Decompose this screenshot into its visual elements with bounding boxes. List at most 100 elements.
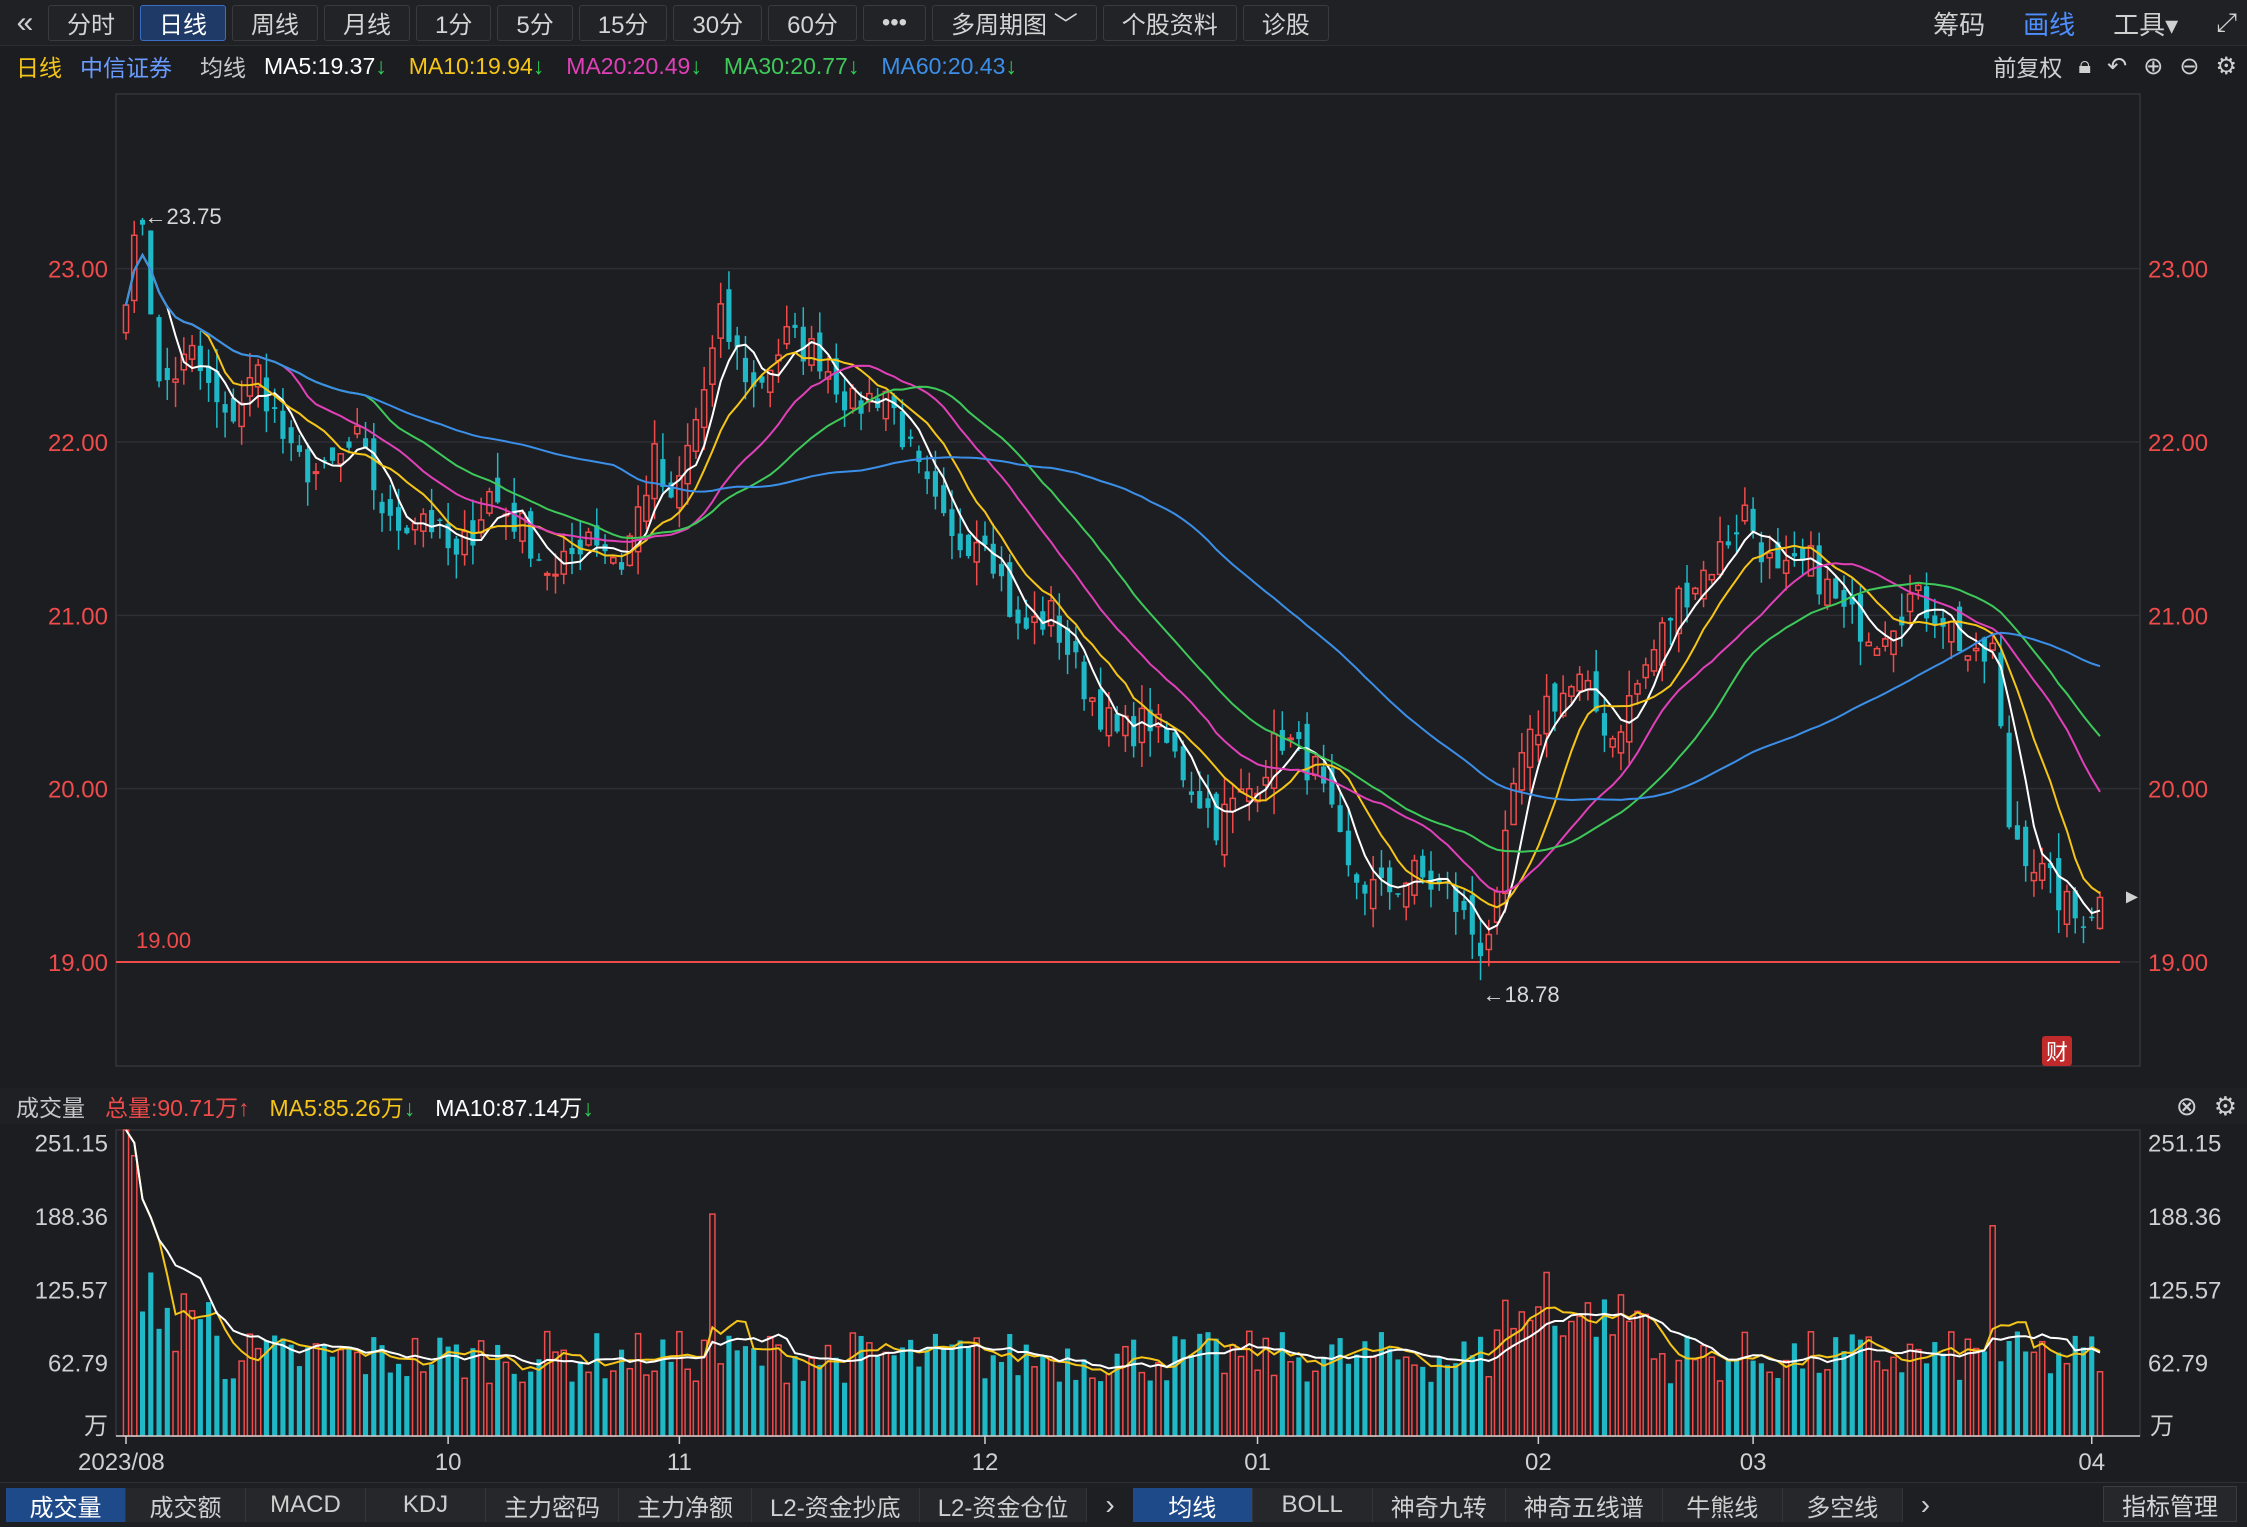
indicator-tab-2[interactable]: MACD <box>246 1488 366 1522</box>
volume-bar <box>949 1344 955 1436</box>
overlay-tab-0[interactable]: 均线 <box>1132 1488 1253 1522</box>
undo-icon[interactable]: ↶ <box>2107 52 2128 80</box>
indicator-tab-4[interactable]: 主力密码 <box>486 1488 619 1522</box>
candle-body <box>1824 578 1831 606</box>
candle-body <box>1800 547 1806 561</box>
volume-bar <box>1287 1361 1294 1437</box>
gear-icon[interactable]: ⚙ <box>2215 52 2237 80</box>
indicator-tab-5[interactable]: 主力净额 <box>619 1488 752 1522</box>
indicator-tab-6[interactable]: L2-资金抄底 <box>752 1488 920 1522</box>
candle-body <box>1395 893 1401 895</box>
stock-name[interactable]: 中信证券 <box>80 55 172 81</box>
indicator-tab-0[interactable]: 成交量 <box>6 1488 126 1522</box>
volume-bar <box>511 1373 517 1436</box>
toolbar-right: 筹码 画线 工具▾ ⤢ <box>1933 0 2247 46</box>
period-tab-9[interactable]: ••• <box>862 4 927 41</box>
candle-body <box>982 535 988 545</box>
volume-bar <box>792 1356 798 1436</box>
volume-bar <box>552 1351 559 1437</box>
overlay-tab-1[interactable]: BOLL <box>1252 1488 1373 1522</box>
ma-line-ma20 <box>125 252 2101 893</box>
overlay-tab-2[interactable]: 神奇九转 <box>1372 1488 1506 1522</box>
volume-bar <box>808 1357 815 1437</box>
volume-bar <box>1254 1369 1261 1437</box>
lock-icon[interactable]: 🔒︎ <box>2078 52 2092 79</box>
ma-value-3: MA30:20.77↓ <box>723 52 860 79</box>
period-tab-6[interactable]: 15分 <box>578 4 668 41</box>
period-tab-1[interactable]: 日线 <box>140 4 226 41</box>
x-axis-label: 04 <box>2078 1449 2105 1476</box>
volume-bar <box>172 1350 179 1437</box>
volume-bar <box>1469 1355 1475 1436</box>
volume-bar <box>569 1381 575 1436</box>
period-tab-0[interactable]: 分时 <box>48 4 134 41</box>
candle-body <box>1650 648 1658 672</box>
candle-body <box>371 438 377 491</box>
candle-body <box>139 219 146 225</box>
candle-body <box>206 365 212 383</box>
candle-body <box>609 556 617 564</box>
candle-body <box>1940 617 1946 627</box>
candle-body <box>2006 732 2012 828</box>
period-tab-5[interactable]: 5分 <box>497 4 573 41</box>
overlay-tab-4[interactable]: 牛熊线 <box>1662 1488 1783 1522</box>
period-tab-8[interactable]: 60分 <box>768 4 857 41</box>
candle-body <box>543 572 551 576</box>
volume-bar <box>609 1370 617 1437</box>
toolbar-right-3[interactable]: ⤢ <box>2216 7 2237 37</box>
period-tab-4[interactable]: 1分 <box>416 4 492 41</box>
candle-body <box>1180 746 1186 781</box>
volume-bar <box>1535 1306 1542 1437</box>
volume-bar <box>1205 1332 1211 1436</box>
candle-body <box>1758 542 1764 563</box>
volume-bar <box>180 1293 188 1437</box>
volume-bar <box>1750 1360 1756 1436</box>
close-icon[interactable]: ⊗ <box>2175 1090 2198 1121</box>
indicator-manage-button[interactable]: 指标管理 <box>2103 1486 2237 1522</box>
period-tab-2[interactable]: 周线 <box>232 4 318 41</box>
indicator-tab-1[interactable]: 成交额 <box>126 1488 246 1522</box>
candle-body <box>1188 791 1195 795</box>
period-tab-10[interactable]: 多周期图 ﹀ <box>932 4 1097 41</box>
gear-icon[interactable]: ⚙ <box>2213 1090 2237 1121</box>
period-tab-11[interactable]: 个股资料 <box>1102 4 1237 41</box>
period-label: 日线 <box>16 55 62 81</box>
volume-bar <box>404 1376 410 1436</box>
period-tab-3[interactable]: 月线 <box>324 4 410 41</box>
volume-bar <box>1131 1339 1137 1436</box>
toolbar-right-1[interactable]: 画线 <box>2023 9 2076 40</box>
period-tab-7[interactable]: 30分 <box>673 4 763 41</box>
volume-bar <box>296 1366 303 1436</box>
toolbar-right-2[interactable]: 工具▾ <box>2113 9 2179 40</box>
chevron-right-icon[interactable]: › <box>1920 1489 1931 1520</box>
back-icon[interactable]: « <box>16 5 34 39</box>
overlay-tab-3[interactable]: 神奇五线谱 <box>1505 1488 1663 1522</box>
candle-body <box>429 510 435 533</box>
indicator-tab-3[interactable]: KDJ <box>366 1488 486 1522</box>
indicator-tab-7[interactable]: L2-资金仓位 <box>919 1488 1088 1522</box>
ma-values: MA5:19.37↓ MA10:19.94↓ MA20:20.49↓ MA30:20.… <box>264 53 1039 80</box>
zoom-out-icon[interactable]: ⊖ <box>2179 52 2200 80</box>
fuquan-toggle[interactable]: 前复权 <box>1993 55 2063 81</box>
chevron-right-icon[interactable]: › <box>1105 1489 1115 1520</box>
volume-bar <box>1245 1330 1253 1437</box>
candle-body <box>437 519 443 522</box>
candle-body <box>230 397 236 422</box>
candle-body <box>726 289 732 342</box>
candle-body <box>1873 647 1881 657</box>
candle-body <box>1741 504 1749 522</box>
volume-bar <box>651 1370 658 1437</box>
volume-bar <box>1981 1351 1987 1436</box>
candle-body <box>379 501 385 514</box>
volume-chart[interactable]: 251.15 251.15 188.36 188.36 125.57 125.57 62.7… <box>0 1124 2247 1482</box>
period-tab-12[interactable]: 诊股 <box>1242 4 1329 41</box>
overlay-tab-5[interactable]: 多空线 <box>1782 1488 1903 1522</box>
zoom-in-icon[interactable]: ⊕ <box>2143 52 2164 80</box>
candle-body <box>1667 618 1674 621</box>
toolbar-right-0[interactable]: 筹码 <box>1933 9 1986 40</box>
price-tick-right: 23.00 <box>2148 257 2208 284</box>
candle-body <box>1131 716 1137 747</box>
volume-bar <box>437 1337 443 1436</box>
volume-bar <box>775 1344 782 1437</box>
price-chart[interactable]: 23.00 23.00 22.00 22.00 21.00 21.00 20.00 20.00… <box>0 86 2247 1086</box>
